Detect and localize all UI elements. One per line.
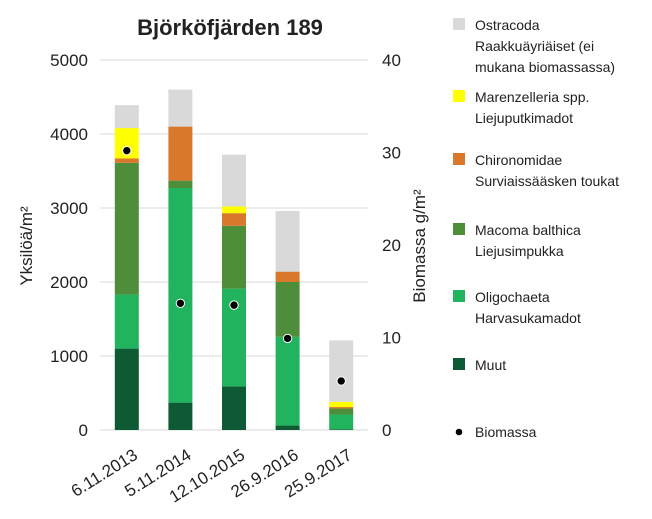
y2-tick-label: 30 — [382, 144, 401, 163]
y2-axis-title: Biomassa g/m² — [410, 189, 429, 303]
left-axis-ticks: 0 1000 2000 3000 4000 5000 — [50, 51, 88, 440]
legend-swatch-muut — [453, 358, 465, 370]
bar-segment-chironomidae — [329, 407, 354, 409]
legend-swatch-chironomidae — [453, 153, 465, 165]
legend-swatch-ostracoda — [453, 18, 465, 30]
bar-segment-ostracoda — [275, 210, 300, 272]
legend-label-biomass: Biomassa — [475, 424, 537, 440]
bar-segment-macoma — [275, 282, 300, 337]
right-axis-ticks: 0 10 20 30 40 — [382, 51, 401, 440]
y-tick-label: 2000 — [50, 273, 88, 292]
legend-label-muut: Muut — [475, 357, 506, 373]
y-axis-title: Yksilöä/m² — [17, 206, 36, 286]
y2-tick-label: 0 — [382, 421, 391, 440]
bar-segment-muut — [222, 386, 246, 430]
y-tick-label: 5000 — [50, 51, 88, 70]
chart-title: Björköfjärden 189 — [137, 15, 323, 40]
bar-segment-chironomidae — [168, 126, 193, 181]
bar-segment-oligochaeta — [114, 294, 139, 349]
biomass-point — [282, 333, 293, 344]
bar-segment-muut — [329, 429, 354, 430]
bar-segment-muut — [168, 402, 193, 430]
legend-swatch-macoma — [453, 223, 465, 235]
legend-label-ostracoda: mukana biomassassa) — [475, 59, 615, 75]
y2-tick-label: 10 — [382, 329, 401, 348]
bar-segment-ostracoda — [329, 340, 354, 402]
bar-segment-ostracoda — [114, 105, 139, 129]
bar-segment-ostracoda — [222, 154, 246, 207]
legend-swatch-oligochaeta — [453, 290, 465, 302]
x-axis-ticks: 6.11.20135.11.201412.10.201526.9.201625.… — [68, 445, 356, 506]
bar-segment-oligochaeta — [168, 188, 193, 403]
legend-label-macoma: Liejusimpukka — [475, 243, 564, 259]
legend-label-chironomidae: Surviaissääsken toukat — [475, 173, 619, 189]
bar-segment-ostracoda — [168, 89, 193, 127]
bar-segment-muut — [114, 348, 139, 430]
y-tick-label: 0 — [79, 421, 88, 440]
legend-swatch-marenzelleria — [453, 90, 465, 102]
y2-tick-label: 40 — [382, 51, 401, 70]
legend-label-ostracoda: Raakkuäyriäiset (ei — [475, 38, 594, 54]
y-tick-label: 4000 — [50, 125, 88, 144]
bar-segment-marenzelleria — [222, 206, 246, 214]
bar-segment-chironomidae — [275, 271, 300, 282]
bar-segment-chironomidae — [222, 213, 246, 226]
legend-label-macoma: Macoma balthica — [475, 222, 581, 238]
legend: Ostracoda Raakkuäyriäiset (ei mukana bioma… — [453, 17, 619, 440]
bar-segment-macoma — [168, 180, 193, 189]
bar-segment-macoma — [114, 162, 139, 295]
y-tick-label: 1000 — [50, 347, 88, 366]
y-tick-label: 3000 — [50, 199, 88, 218]
legend-label-oligochaeta: Harvasukamadot — [475, 310, 581, 326]
legend-label-oligochaeta: Oligochaeta — [475, 289, 550, 305]
legend-label-marenzelleria: Liejuputkimadot — [475, 110, 573, 126]
bars — [114, 89, 354, 430]
bar-segment-oligochaeta — [329, 414, 354, 430]
bar-segment-macoma — [222, 225, 246, 289]
legend-label-marenzelleria: Marenzelleria spp. — [475, 89, 589, 105]
y2-tick-label: 20 — [382, 236, 401, 255]
biomass-points — [122, 145, 346, 386]
bar-segment-muut — [275, 425, 300, 430]
biomass-point — [336, 376, 346, 386]
biomass-point — [122, 145, 132, 156]
bar-segment-oligochaeta — [275, 336, 300, 426]
legend-label-ostracoda: Ostracoda — [475, 17, 540, 33]
legend-label-chironomidae: Chironomidae — [475, 152, 562, 168]
bar-segment-macoma — [329, 408, 354, 415]
bar-segment-chironomidae — [114, 158, 139, 163]
biomass-point — [229, 300, 239, 310]
legend-swatch-biomass — [455, 428, 463, 436]
biomass-point — [175, 298, 186, 308]
bar-segment-marenzelleria — [329, 401, 354, 408]
